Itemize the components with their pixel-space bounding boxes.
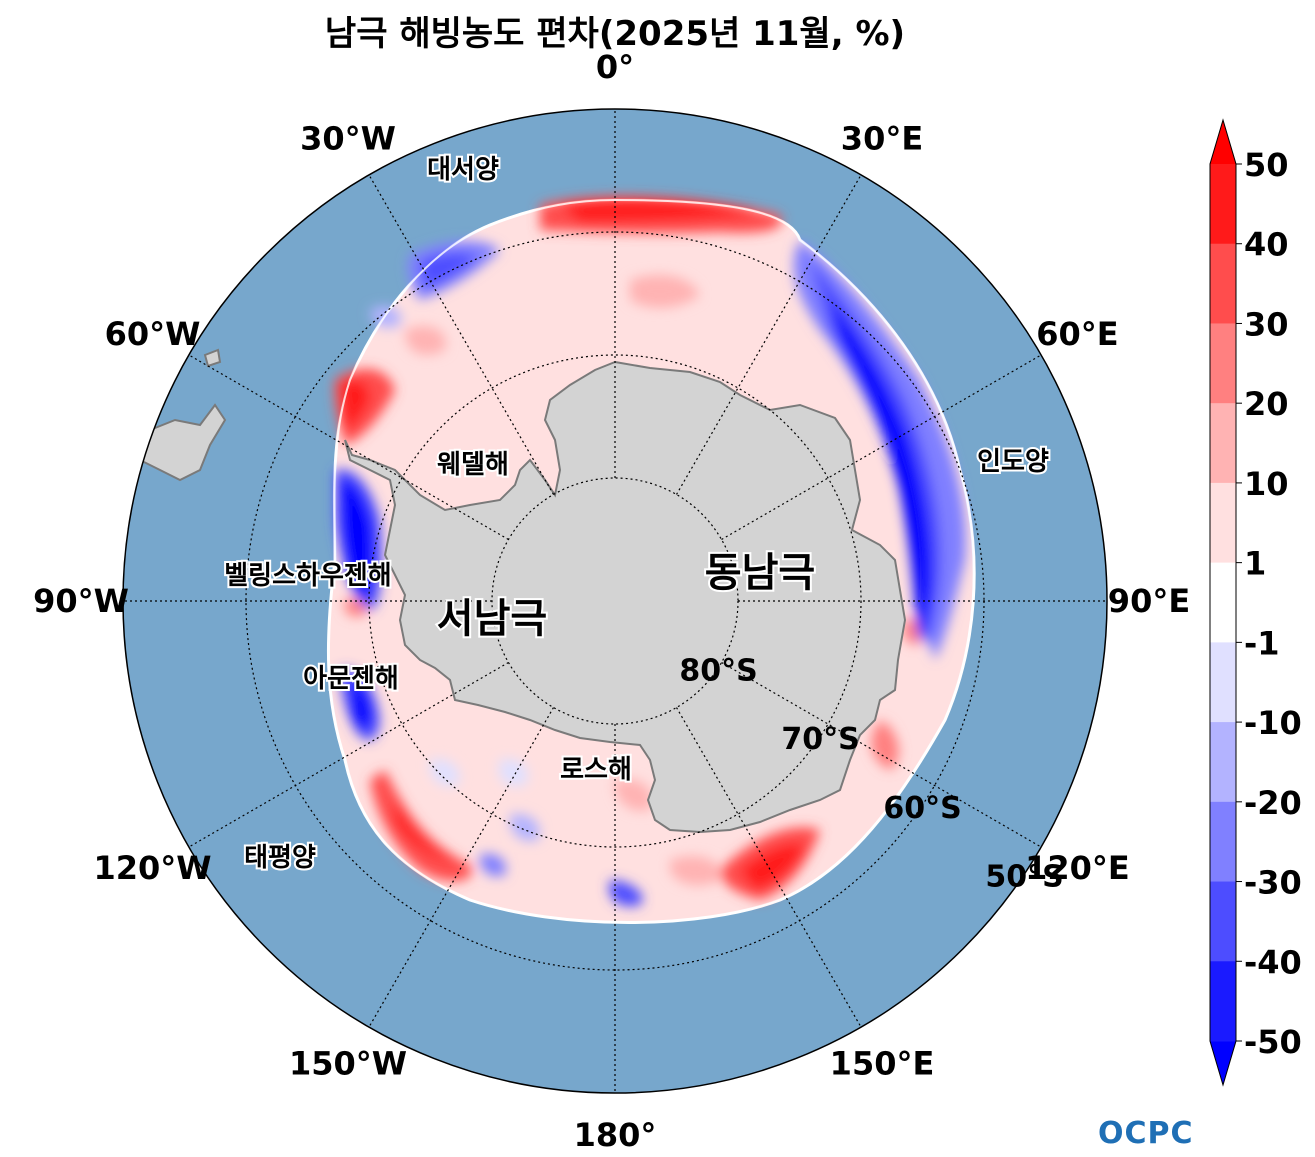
- colorbar-tick-label: -40: [1244, 943, 1302, 981]
- colorbar-segment: [1210, 243, 1236, 324]
- region-label-west-antarctica: 서남극: [437, 596, 547, 642]
- meridian-line: [368, 707, 555, 1028]
- region-label-indian: 인도양: [977, 447, 1049, 477]
- falkland-islands: [203, 348, 222, 368]
- colorbar-segment: [1210, 403, 1236, 484]
- region-label-weddell: 웨델해: [437, 450, 509, 480]
- colorbar-tick-label: -30: [1244, 864, 1302, 902]
- colorbar-tick-label: -1: [1244, 624, 1280, 662]
- region-label-bellingshausen: 벨링스하우젠해: [224, 561, 391, 591]
- latitude-labels: 80°S 70°S 60°S 50°S: [679, 653, 1063, 894]
- colorbar-segment: [1210, 164, 1236, 245]
- map-boundary: [122, 108, 1108, 1094]
- longitude-label: 0°: [596, 48, 634, 86]
- longitude-label: 180°: [574, 1116, 657, 1154]
- colorbar-segment: [1210, 961, 1236, 1042]
- meridian-line: [188, 661, 509, 848]
- meridian-line: [721, 661, 1042, 848]
- ocpc-logo: OCPC: [1098, 1116, 1194, 1151]
- colorbar-tick-label: 1: [1244, 545, 1266, 583]
- latitude-label: 60°S: [883, 791, 961, 826]
- colorbar-tick-label: 50: [1244, 146, 1289, 184]
- colorbar-tick-label: -10: [1244, 704, 1302, 742]
- longitude-label: 90°W: [33, 582, 129, 620]
- meridian-line: [675, 707, 862, 1028]
- colorbar-segment: [1210, 722, 1236, 803]
- colorbar-segment: [1210, 642, 1236, 723]
- region-label-atlantic: 대서양: [427, 155, 499, 185]
- map-title: 남극 해빙농도 편차(2025년 11월, %): [324, 14, 906, 54]
- meridian-line: [188, 354, 509, 541]
- region-label-east-antarctica: 동남극: [705, 550, 815, 596]
- colorbar-extend-max: [1210, 120, 1236, 164]
- colorbar-tick-label: 40: [1244, 226, 1289, 264]
- longitude-label: 120°E: [1025, 849, 1130, 887]
- antarctica-landmass: [344, 360, 907, 834]
- colorbar-tick-label: 20: [1244, 385, 1289, 423]
- latitude-label: 50°S: [985, 860, 1063, 895]
- meridian-line: [721, 354, 1042, 541]
- colorbar: 50 40 30 20 10 1 -1 -10 -20 -30 -40 -50: [1209, 118, 1302, 1087]
- colorbar-tick-label: -50: [1244, 1023, 1302, 1061]
- latitude-label: 70°S: [781, 722, 859, 757]
- longitude-label: 150°E: [830, 1044, 935, 1082]
- region-label-amundsen: 아문젠해: [303, 664, 399, 694]
- region-label-pacific: 태평양: [244, 843, 316, 873]
- graticule: [123, 109, 1107, 1093]
- longitude-label: 120°W: [93, 849, 211, 887]
- colorbar-segment: [1210, 801, 1236, 883]
- colorbar-extend-min: [1210, 1041, 1236, 1085]
- longitude-label: 60°W: [105, 315, 201, 353]
- meridian-line: [368, 174, 555, 495]
- longitude-label: 30°E: [841, 120, 923, 158]
- meridian-line: [675, 174, 862, 495]
- longitude-label: 60°E: [1036, 315, 1118, 353]
- latitude-label: 80°S: [679, 653, 757, 688]
- colorbar-tick-label: 30: [1244, 305, 1289, 343]
- colorbar-tick-label: -20: [1244, 784, 1302, 822]
- longitude-label: 150°W: [289, 1044, 407, 1082]
- longitude-label: 30°W: [300, 120, 396, 158]
- colorbar-tick-label: 10: [1244, 465, 1289, 503]
- longitude-labels: 0° 30°E 60°E 90°E 120°E 150°E 180° 150°W 120°W 90…: [33, 48, 1190, 1154]
- colorbar-segment: [1210, 881, 1236, 962]
- colorbar-segment: [1210, 482, 1236, 564]
- colorbar-segment: [1210, 323, 1236, 404]
- latitude-circle: [368, 354, 862, 848]
- region-label-ross: 로스해: [560, 755, 632, 785]
- longitude-label: 90°E: [1108, 582, 1190, 620]
- colorbar-segment: [1210, 562, 1236, 643]
